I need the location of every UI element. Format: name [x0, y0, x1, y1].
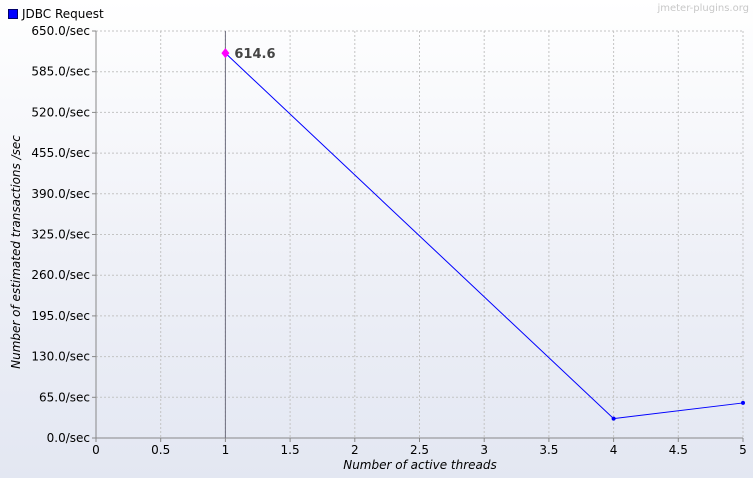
data-point — [741, 400, 745, 405]
y-tick-label: 195.0/sec — [31, 309, 90, 323]
x-tick-labels: 0 0.5 1 1.5 2 2.5 3 3.5 4 4.5 5 — [92, 443, 747, 457]
axes — [92, 30, 744, 442]
grid-lines — [95, 30, 744, 439]
data-label: 614.6 — [234, 47, 275, 62]
highlight-marker — [221, 48, 230, 59]
legend-swatch — [8, 9, 18, 19]
y-tick-label: 260.0/sec — [31, 268, 90, 282]
y-tick-label: 585.0/sec — [31, 65, 90, 79]
y-tick-label: 325.0/sec — [31, 228, 90, 242]
x-tick-label: 1.5 — [281, 443, 300, 457]
x-tick-label: 2.5 — [410, 443, 429, 457]
y-tick-labels: 0.0/sec 65.0/sec 130.0/sec 195.0/sec 260.0/s… — [31, 24, 90, 445]
x-tick-label: 1 — [222, 443, 230, 457]
x-tick-label: 3 — [480, 443, 488, 457]
y-tick-label: 65.0/sec — [39, 390, 90, 404]
x-tick-label: 4 — [610, 443, 618, 457]
watermark: jmeter-plugins.org — [657, 3, 749, 14]
x-tick-label: 0 — [92, 443, 100, 457]
annotation-group: 614.6 — [221, 47, 276, 62]
y-tick-label: 650.0/sec — [31, 24, 90, 38]
x-tick-label: 5 — [739, 443, 747, 457]
x-tick-label: 3.5 — [539, 443, 558, 457]
x-tick-label: 2 — [351, 443, 359, 457]
y-tick-label: 520.0/sec — [31, 105, 90, 119]
legend: JDBC Request — [8, 6, 104, 22]
y-axis-label: Number of estimated transactions /sec — [9, 135, 23, 369]
y-tick-label: 455.0/sec — [31, 146, 90, 160]
y-tick-label: 390.0/sec — [31, 187, 90, 201]
legend-label: JDBC Request — [22, 7, 104, 21]
data-point — [611, 416, 616, 421]
x-tick-label: 4.5 — [669, 443, 688, 457]
x-axis-label: Number of active threads — [343, 458, 497, 472]
y-tick-label: 0.0/sec — [47, 431, 90, 445]
y-tick-label: 130.0/sec — [31, 350, 90, 364]
x-tick-label: 0.5 — [151, 443, 170, 457]
